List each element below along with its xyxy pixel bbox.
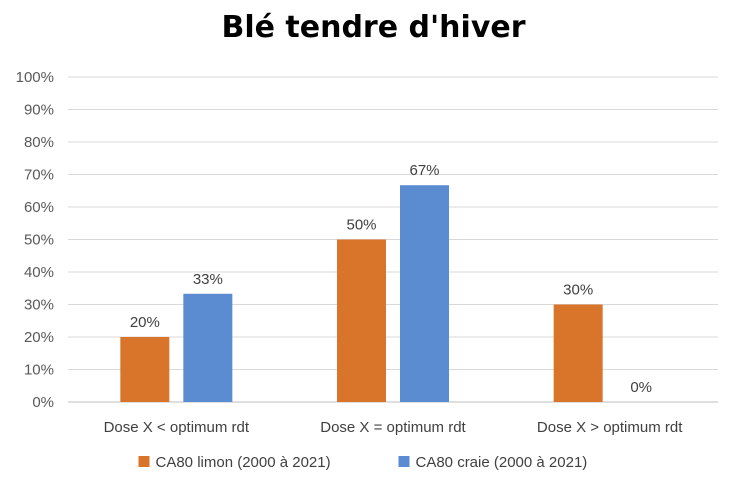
data-label: 50% <box>346 217 376 234</box>
data-label: 30% <box>563 282 593 299</box>
y-tick-label: 60% <box>24 199 54 216</box>
bar <box>120 337 170 402</box>
y-tick-label: 10% <box>24 362 54 379</box>
legend-swatch <box>398 456 410 467</box>
legend-label: CA80 limon (2000 à 2021) <box>156 454 331 471</box>
x-tick-label: Dose X > optimum rdt <box>537 419 683 436</box>
x-tick-label: Dose X = optimum rdt <box>320 419 466 436</box>
y-tick-label: 70% <box>24 167 54 184</box>
x-tick-label: Dose X < optimum rdt <box>104 419 250 436</box>
bar <box>183 293 233 402</box>
y-tick-label: 0% <box>32 394 54 411</box>
y-tick-label: 80% <box>24 134 54 151</box>
y-tick-label: 100% <box>16 69 54 86</box>
chart-title: Blé tendre d'hiver <box>221 10 526 45</box>
data-label: 20% <box>130 314 160 331</box>
legend-swatch <box>138 456 150 467</box>
y-tick-label: 30% <box>24 297 54 314</box>
data-label: 67% <box>409 162 439 179</box>
y-tick-label: 50% <box>24 232 54 249</box>
y-tick-label: 20% <box>24 329 54 346</box>
data-label: 0% <box>630 379 652 396</box>
y-tick-label: 90% <box>24 102 54 119</box>
bar <box>400 185 449 402</box>
legend-label: CA80 craie (2000 à 2021) <box>416 454 588 471</box>
bar <box>337 239 386 402</box>
y-tick-label: 40% <box>24 264 54 281</box>
data-label: 33% <box>193 271 223 288</box>
bar <box>553 304 603 402</box>
